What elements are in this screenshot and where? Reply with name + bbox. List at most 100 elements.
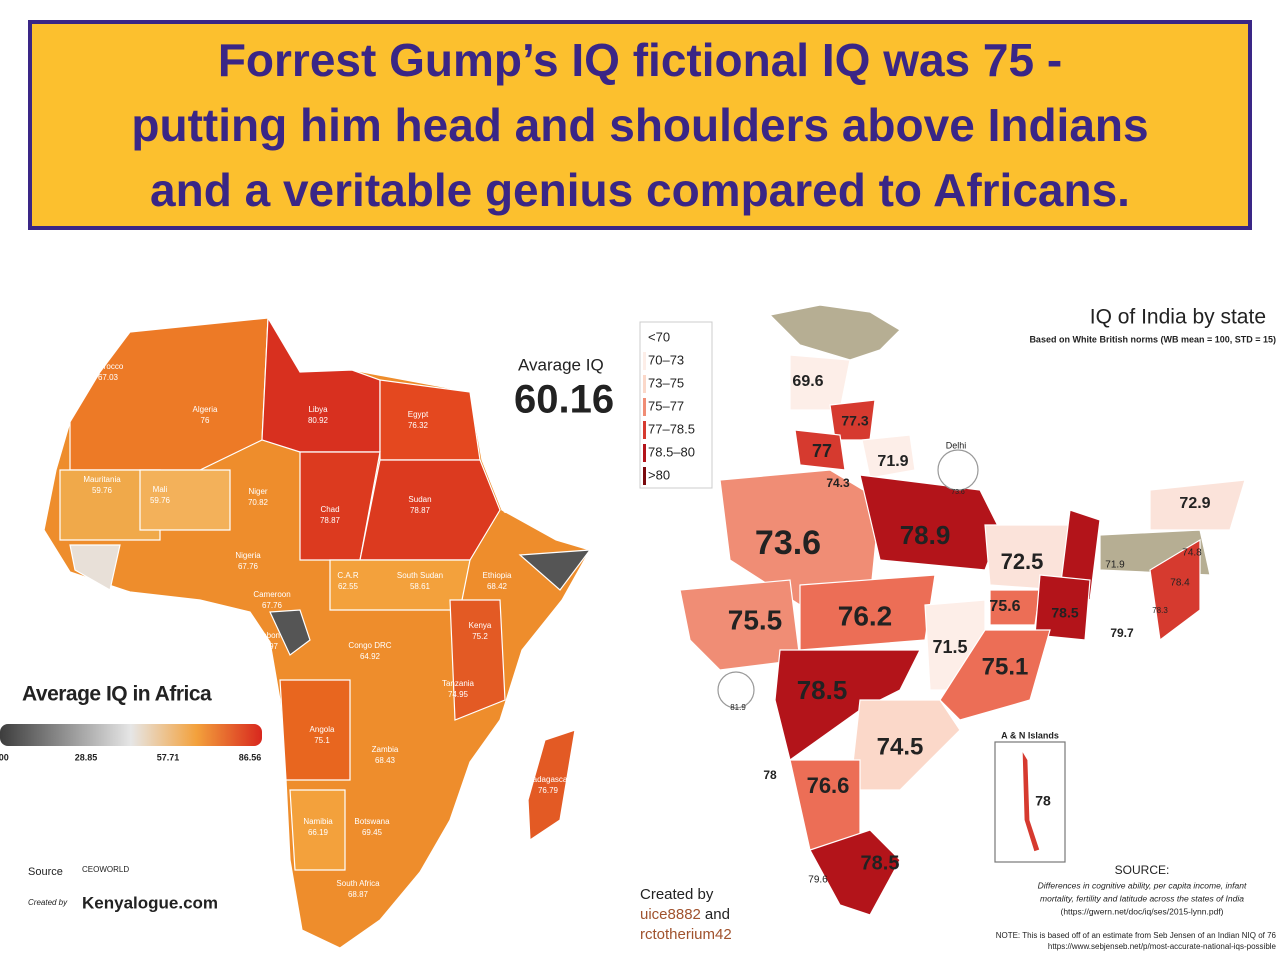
credit-author: rctotherium42 bbox=[640, 926, 732, 943]
state-value: 81.9 bbox=[730, 703, 746, 712]
state-value: 77.3 bbox=[841, 413, 868, 429]
country-value: 69.45 bbox=[362, 828, 383, 837]
state-value: 73.6 bbox=[755, 524, 821, 562]
state-value: 78.4 bbox=[1170, 578, 1190, 589]
country-value: 70.82 bbox=[248, 498, 269, 507]
state bbox=[989, 589, 1041, 626]
legend-swatch bbox=[643, 444, 646, 462]
state-value: 78.5 bbox=[797, 675, 848, 705]
note-line: NOTE: This is based off of an estimate f… bbox=[996, 931, 1277, 940]
legend-label: 70–73 bbox=[648, 352, 684, 367]
scale-tick: 57.71 bbox=[157, 752, 180, 762]
country-name: Mauritania bbox=[83, 475, 121, 484]
country-name: Congo DRC bbox=[348, 641, 391, 650]
country-value: 76 bbox=[201, 416, 210, 425]
source: CEOWORLD bbox=[82, 865, 129, 874]
delhi-inset bbox=[937, 449, 979, 491]
state-value: 74.3 bbox=[826, 476, 850, 490]
madagascar bbox=[527, 729, 576, 842]
country-name: South Sudan bbox=[397, 571, 443, 580]
country-name: C.A.R bbox=[337, 571, 359, 580]
credit-prefix: Created by bbox=[640, 886, 714, 903]
region bbox=[359, 459, 501, 561]
country-name: Libya bbox=[308, 405, 328, 414]
country-value: 67.76 bbox=[238, 562, 259, 571]
legend-label: <70 bbox=[648, 329, 670, 344]
region bbox=[69, 544, 121, 591]
state bbox=[1149, 479, 1246, 531]
state-value: 74.5 bbox=[877, 733, 924, 760]
source-line: mortality, fertility and latitude across… bbox=[1040, 893, 1244, 903]
legend-label: 75–77 bbox=[648, 398, 684, 413]
country-name: Niger bbox=[248, 487, 267, 496]
country-value: 67.03 bbox=[98, 373, 119, 382]
credit-line: uice8882 and bbox=[640, 906, 730, 923]
country-name: Cameroon bbox=[253, 590, 290, 599]
map-title: IQ of India by state bbox=[1090, 306, 1266, 329]
state-value: 75.1 bbox=[982, 653, 1029, 680]
country-value: 68.87 bbox=[348, 890, 369, 899]
islands bbox=[1021, 747, 1041, 853]
state bbox=[809, 829, 901, 916]
state-value: 72.5 bbox=[1001, 549, 1044, 574]
country-value: 45.07 bbox=[82, 598, 103, 607]
source-label: Source bbox=[28, 866, 63, 878]
country-name: Morocco bbox=[93, 362, 124, 371]
header-line: and a veritable genius compared to Afric… bbox=[150, 164, 1130, 216]
country-name: South Africa bbox=[336, 879, 380, 888]
country-value: 62.97 bbox=[258, 642, 279, 651]
country-name: Ethiopia bbox=[483, 571, 512, 580]
scale-tick: 86.56 bbox=[239, 752, 262, 762]
country-value: 45.07 bbox=[40, 581, 61, 590]
state-value: 78 bbox=[1035, 793, 1051, 809]
legend-label: 78.5–80 bbox=[648, 444, 695, 459]
country-name: Egypt bbox=[408, 410, 429, 419]
region bbox=[379, 379, 481, 461]
state bbox=[794, 429, 846, 471]
state-value: 78.3 bbox=[1152, 606, 1168, 615]
delhi-label: Delhi bbox=[946, 440, 967, 450]
state-value: 74.8 bbox=[1182, 548, 1202, 559]
legend-swatch bbox=[643, 352, 646, 370]
region bbox=[449, 599, 506, 721]
region bbox=[289, 789, 346, 871]
country-name: Algeria bbox=[193, 405, 218, 414]
country-name: Tunisia bbox=[277, 323, 303, 332]
country-value: 62.55 bbox=[338, 582, 359, 591]
delhi-value: 73.6 bbox=[951, 489, 965, 496]
source-heading: SOURCE: bbox=[1115, 863, 1170, 877]
state-value: 76.2 bbox=[838, 600, 893, 631]
country-value: 75.1 bbox=[314, 736, 330, 745]
legend-swatch bbox=[643, 421, 646, 439]
state-value: 69.6 bbox=[792, 373, 823, 390]
legend-swatch bbox=[643, 329, 646, 347]
country-name: Eritrea bbox=[501, 495, 525, 504]
state-value: 72.9 bbox=[1179, 495, 1210, 512]
country-value: 58.61 bbox=[410, 582, 431, 591]
note-line: https://www.sebjenseb.net/p/most-accurat… bbox=[1048, 942, 1277, 951]
scale-tick: 0.00 bbox=[0, 752, 9, 762]
gujarat-inset bbox=[717, 671, 755, 709]
scale-bar bbox=[0, 724, 262, 746]
country-name: Liberia bbox=[80, 587, 105, 596]
country-value: 59.76 bbox=[150, 496, 171, 505]
country-name: Namibia bbox=[303, 817, 333, 826]
country-value: 80.92 bbox=[308, 416, 329, 425]
legend-label: 73–75 bbox=[648, 375, 684, 390]
country-name: Madagascar bbox=[526, 775, 570, 784]
average-label: Avarage IQ bbox=[518, 355, 604, 374]
state bbox=[861, 434, 916, 479]
region bbox=[69, 317, 269, 471]
state-value: 75.5 bbox=[728, 604, 783, 635]
map-title: Average IQ in Africa bbox=[22, 683, 212, 706]
state-value: 79.7 bbox=[1110, 626, 1134, 640]
country-value: 74.95 bbox=[448, 690, 469, 699]
region bbox=[279, 679, 351, 781]
state bbox=[799, 574, 936, 651]
map-subtitle: Based on White British norms (WB mean = … bbox=[1029, 334, 1276, 344]
legend-swatch bbox=[643, 398, 646, 416]
state bbox=[1149, 538, 1201, 642]
country-name: Gambia bbox=[14, 521, 43, 530]
country-name: Kenya bbox=[469, 621, 492, 630]
